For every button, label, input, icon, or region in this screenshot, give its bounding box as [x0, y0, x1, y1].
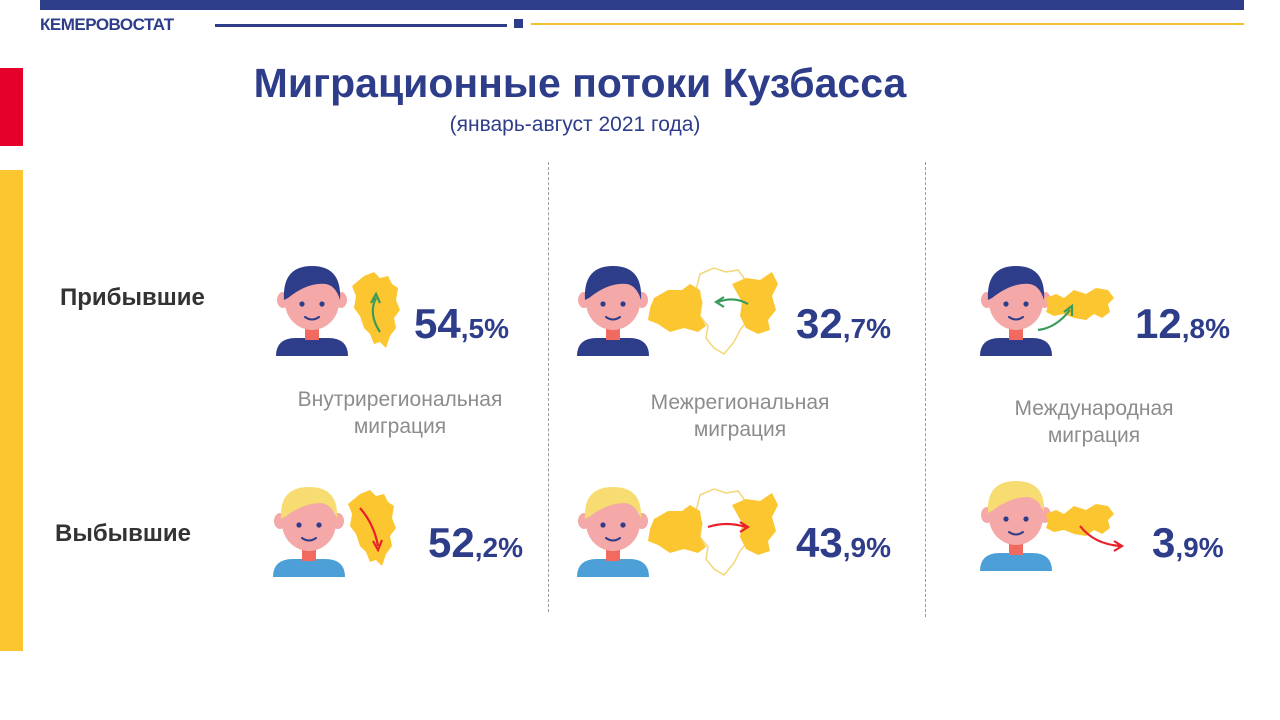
value-international-arrived: 12,8% — [1135, 300, 1230, 347]
category-label-interregional: Межрегиональная миграция — [650, 391, 830, 441]
russia-map-icon — [1046, 504, 1125, 552]
siberia-map-icon — [648, 488, 778, 576]
person-arrived-icon — [577, 266, 649, 356]
side-bar-red — [0, 68, 23, 146]
russia-map-icon — [1037, 288, 1114, 332]
category-label-intraregional: Внутрирегиональная миграция — [297, 388, 503, 438]
column-divider — [548, 162, 549, 612]
side-bar-yellow — [0, 170, 23, 651]
siberia-map-icon — [648, 267, 778, 355]
row-label-arrived: Прибывшие — [60, 284, 205, 311]
kuzbass-map-icon — [348, 490, 396, 566]
person-departed-icon — [273, 487, 345, 577]
category-label-international: Международная миграция — [1014, 397, 1174, 447]
person-departed-icon — [980, 481, 1052, 571]
page-title: Миграционные потоки Кузбасса — [253, 60, 907, 106]
value-interregional-departed: 43,9% — [796, 519, 891, 566]
value-intraregional-departed: 52,2% — [428, 519, 523, 566]
column-divider — [925, 162, 926, 617]
row-label-departed: Выбывшие — [55, 520, 192, 547]
top-bar — [40, 0, 1244, 10]
brand-logo-text: КЕМЕРОВОСТАТ — [40, 15, 174, 34]
value-international-departed: 3,9% — [1152, 519, 1224, 566]
header-line-blue — [215, 24, 507, 27]
value-intraregional-arrived: 54,5% — [414, 300, 509, 347]
person-arrived-icon — [980, 266, 1052, 356]
person-arrived-icon — [276, 266, 348, 356]
header-square — [514, 19, 523, 28]
person-departed-icon — [577, 487, 649, 577]
value-interregional-arrived: 32,7% — [796, 300, 891, 347]
kuzbass-map-icon — [352, 272, 400, 348]
header-line-yellow — [531, 23, 1244, 25]
page-subtitle: (январь-август 2021 года) — [449, 113, 701, 136]
